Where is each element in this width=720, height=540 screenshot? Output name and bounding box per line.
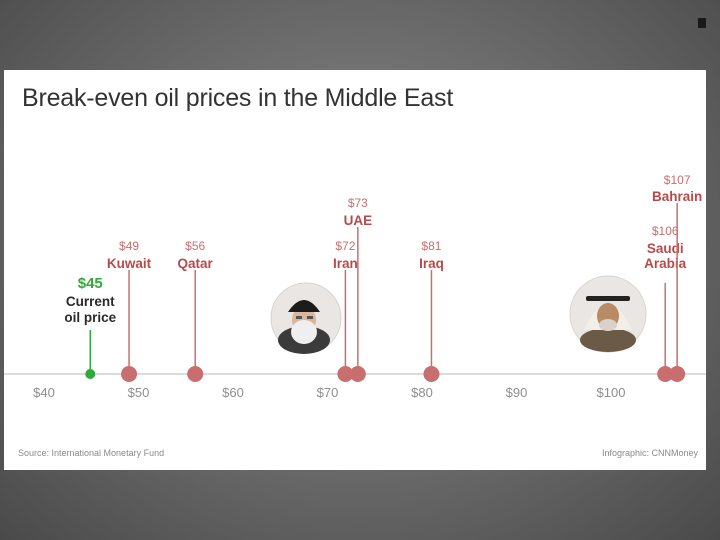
country-label: UAE	[344, 213, 373, 228]
data-point	[349, 366, 366, 382]
price-label: $56	[185, 239, 205, 253]
price-label: $81	[421, 239, 441, 253]
country-label: Iran	[333, 256, 358, 271]
country-label: Bahrain	[652, 189, 702, 204]
country-label: Iraq	[419, 256, 444, 271]
data-point	[423, 366, 440, 382]
infographic-card: Break-even oil prices in the Middle East…	[4, 70, 706, 470]
data-point	[187, 366, 204, 382]
country-label: Arabia	[644, 256, 687, 271]
x-tick-label: $90	[506, 385, 528, 400]
price-label: $106	[652, 224, 679, 238]
x-tick-label: $40	[33, 385, 55, 400]
x-tick-label: $70	[317, 385, 339, 400]
price-label: $49	[119, 239, 139, 253]
source-note: Source: International Monetary Fund	[18, 448, 165, 458]
x-tick-label: $50	[128, 385, 150, 400]
reference-name-label: oil price	[64, 310, 116, 325]
price-label: $72	[335, 239, 355, 253]
slide-bullet-marker	[698, 18, 706, 28]
x-tick-label: $100	[597, 385, 626, 400]
x-tick-label: $60	[222, 385, 244, 400]
country-label: Qatar	[178, 256, 214, 271]
reference-point	[85, 369, 96, 379]
country-label: Saudi	[647, 241, 684, 256]
price-label: $107	[664, 173, 691, 187]
country-label: Kuwait	[107, 256, 152, 271]
data-point	[121, 366, 138, 382]
chart-title: Break-even oil prices in the Middle East	[22, 84, 454, 112]
data-point	[669, 366, 686, 382]
chart-canvas: $40 $50 $60 $70 $80 $90 $100 $49 Kuwait $56 Qatar $…	[4, 173, 706, 400]
price-label: $73	[348, 196, 368, 210]
data-point	[337, 366, 354, 382]
data-point	[657, 366, 674, 382]
ayatollah-portrait	[270, 282, 342, 354]
x-tick-label: $80	[411, 385, 433, 400]
reference-price-label: $45	[78, 275, 103, 292]
saudi-king-portrait	[569, 275, 647, 353]
reference-name-label: Current	[66, 294, 115, 309]
credit-note: Infographic: CNNMoney	[601, 448, 698, 458]
